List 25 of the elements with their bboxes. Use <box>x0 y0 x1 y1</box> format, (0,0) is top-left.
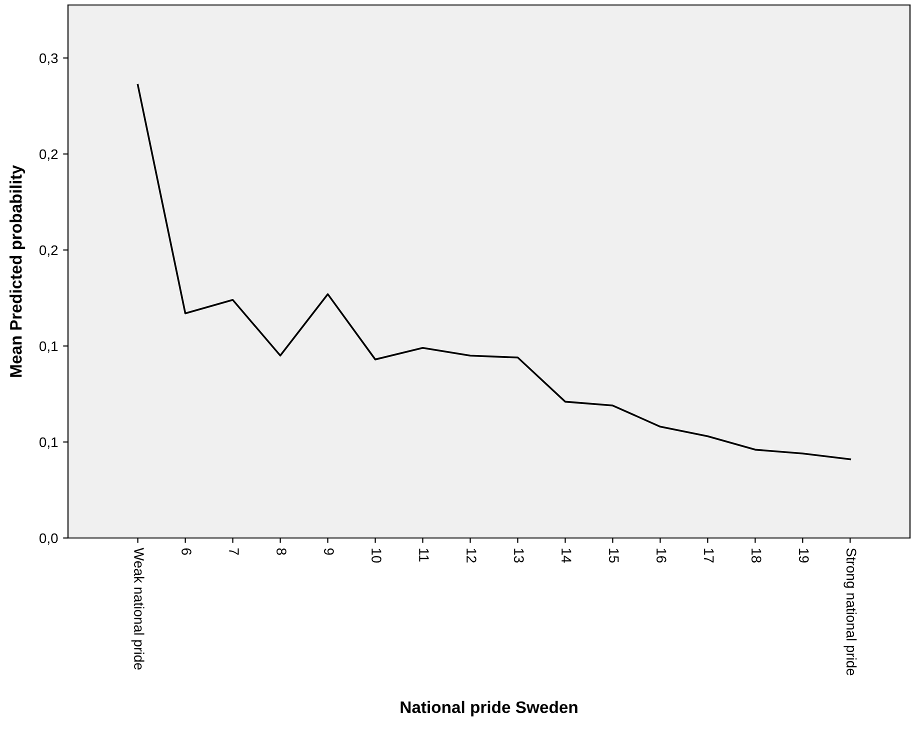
y-tick-label: 0,2 <box>40 245 58 257</box>
x-tick-label: 7 <box>229 548 239 555</box>
y-axis-title: Mean Predicted probability <box>10 165 26 377</box>
x-tick-label: 14 <box>562 548 572 563</box>
x-tick-label: 18 <box>751 548 762 563</box>
y-tick-label: 0,1 <box>40 341 58 353</box>
x-tick-label: Weak national pride <box>131 548 144 670</box>
x-tick-label: 12 <box>466 548 476 562</box>
x-tick-label: 6 <box>182 548 192 555</box>
x-tick-label: 13 <box>514 548 524 563</box>
x-tick-label: 9 <box>324 548 334 555</box>
x-axis-title: National pride Sweden <box>400 700 578 716</box>
y-tick-label: 0,3 <box>40 53 58 65</box>
y-tick-label: 0,1 <box>40 437 58 449</box>
y-tick-label: 0,2 <box>40 149 58 161</box>
x-tick-label: 10 <box>372 548 382 563</box>
x-tick-label: 19 <box>798 548 809 563</box>
y-tick-label: 0,0 <box>40 533 58 545</box>
x-tick-label: Strong national pride <box>844 548 857 676</box>
line-series <box>136 84 852 460</box>
x-tick-label: 17 <box>704 548 714 562</box>
x-tick-label: 15 <box>608 548 619 563</box>
x-tick-label: 11 <box>419 548 429 562</box>
x-tick-label: 16 <box>656 548 666 563</box>
x-tick-label: 8 <box>276 548 286 555</box>
